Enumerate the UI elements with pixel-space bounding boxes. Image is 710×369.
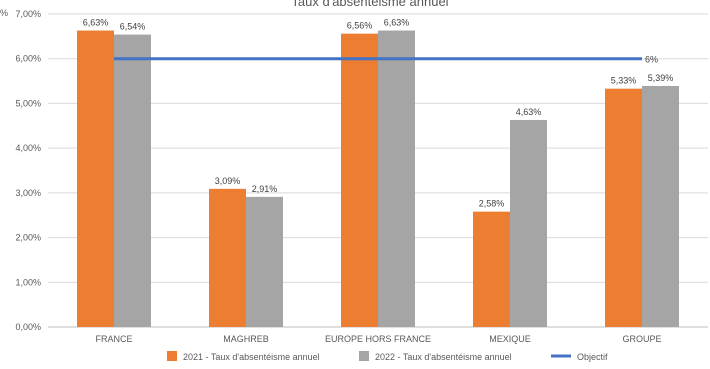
y-tick-label: 3,00% [15, 188, 41, 198]
bar-2022 [114, 34, 151, 327]
bar-2021 [341, 33, 378, 327]
bars [77, 30, 679, 328]
data-label: 3,09% [215, 176, 241, 186]
data-label: 5,33% [611, 76, 637, 86]
data-label: 6,56% [347, 21, 373, 31]
category-label: EUROPE HORS FRANCE [325, 334, 431, 344]
y-tick-label: 2,00% [15, 233, 41, 243]
bar-2021 [605, 88, 642, 328]
bar-2021 [473, 211, 510, 327]
category-label: MEXIQUE [489, 334, 531, 344]
data-label: 6,63% [83, 18, 109, 28]
bar-2022 [246, 196, 283, 327]
legend-label-2021: 2021 - Taux d'absentéisme annuel [183, 352, 320, 362]
bar-2021 [209, 188, 246, 327]
legend-swatch-2021 [167, 351, 177, 361]
bar-2022 [510, 119, 547, 327]
data-label: 6,54% [120, 22, 146, 32]
y-tick-label: 1,00% [15, 277, 41, 287]
data-label: 2,58% [479, 199, 505, 209]
data-label: 5,39% [648, 73, 674, 83]
data-label: 6,63% [384, 18, 410, 28]
data-label: 4,63% [516, 107, 542, 117]
y-tick-label: 0,00% [15, 322, 41, 332]
y-tick-label: 6,00% [15, 54, 41, 64]
labels: 0,00% 1,00% 2,00% 3,00% 4,00% 5,00% 6,00% 7,00%… [15, 9, 673, 344]
y-tick-label: 4,00% [15, 143, 41, 153]
corner-unit-label: % [0, 8, 8, 18]
legend-label-2022: 2022 - Taux d'absentéisme annuel [375, 352, 512, 362]
bar-2021 [77, 30, 114, 328]
chart-title: Taux d'absentéisme annuel [291, 0, 448, 9]
bar-2022 [642, 85, 679, 328]
y-tick-label: 5,00% [15, 98, 41, 108]
category-label: FRANCE [95, 334, 132, 344]
category-label: MAGHREB [223, 334, 269, 344]
objective-label: 6% [645, 55, 658, 65]
bar-2022 [378, 30, 415, 328]
data-label: 2,91% [252, 184, 278, 194]
y-tick-label: 7,00% [15, 9, 41, 19]
legend-swatch-2022 [359, 351, 369, 361]
legend-label-objectif: Objectif [577, 352, 608, 362]
legend: 2021 - Taux d'absentéisme annuel 2022 - … [167, 351, 608, 362]
category-label: GROUPE [622, 334, 661, 344]
